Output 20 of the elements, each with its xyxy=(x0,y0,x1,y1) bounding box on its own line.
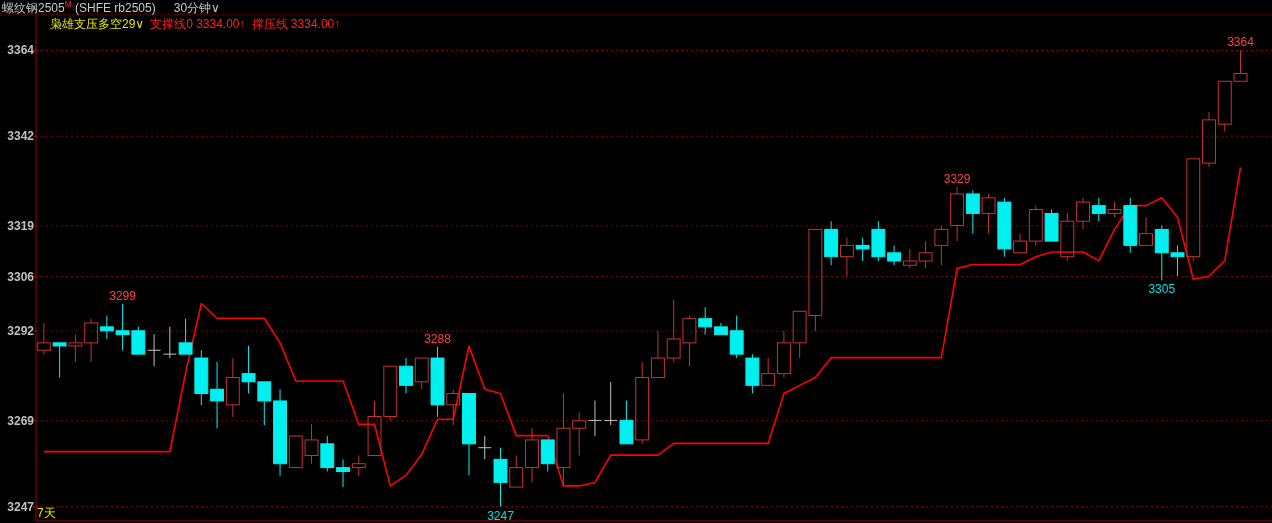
y-tick-label: 3292 xyxy=(7,324,35,339)
annotation: 3247 xyxy=(487,508,515,523)
y-tick-label: 3306 xyxy=(7,269,35,284)
chart-subtitle: 30分钟∨ xyxy=(173,1,220,15)
annotation: 枭雄支压多空29∨ xyxy=(50,17,145,31)
annotation: 3364 xyxy=(1227,35,1255,50)
y-tick-label: 3364 xyxy=(7,43,35,58)
annotation: 3299 xyxy=(109,288,137,303)
y-tick-label: 3247 xyxy=(7,499,35,514)
annotation: 3329 xyxy=(943,171,971,186)
y-tick-label: 3342 xyxy=(7,129,35,144)
chart-title: 螺纹钢2505$^{M}$ (SHFE rb2505) xyxy=(2,0,156,15)
annotation: 7天 xyxy=(37,506,56,520)
y-tick-label: 3269 xyxy=(7,413,35,428)
annotation: 撑压线 3334.00↑ xyxy=(251,17,341,31)
y-tick-label: 3319 xyxy=(7,218,35,233)
annotation: 3305 xyxy=(1148,282,1176,297)
annotation: 支撑线0 3334.00↑ xyxy=(150,17,246,31)
line-series xyxy=(43,166,1242,487)
annotation: 3288 xyxy=(424,331,452,346)
